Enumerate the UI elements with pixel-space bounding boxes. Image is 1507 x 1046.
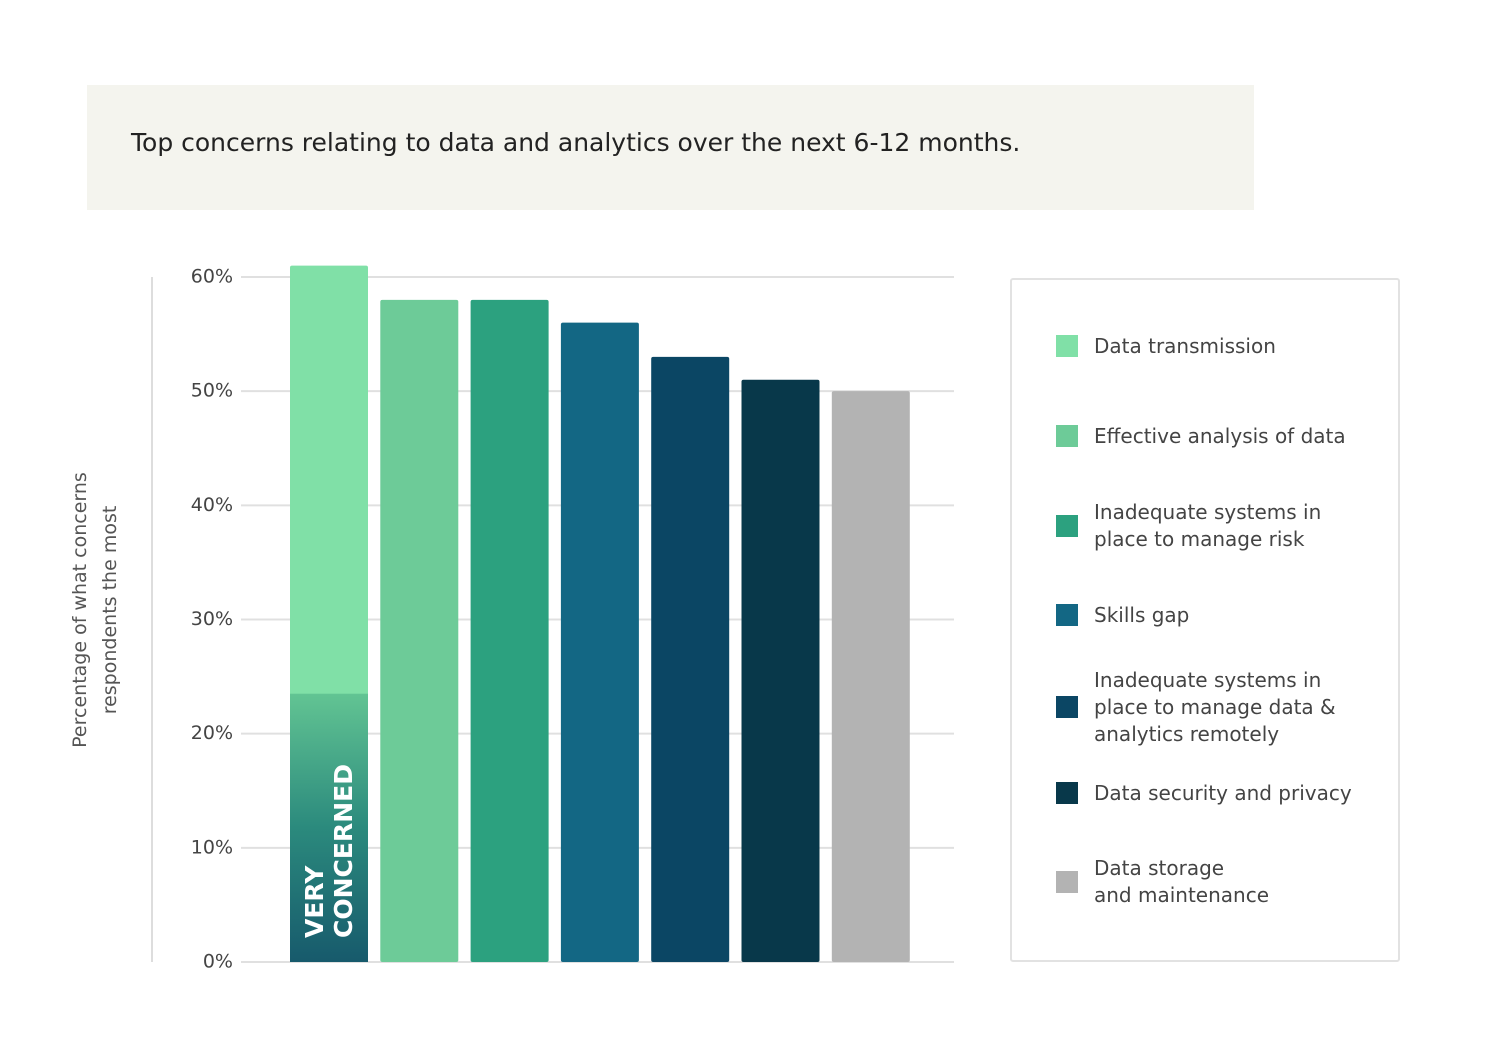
legend-item: Skills gap — [1056, 575, 1386, 655]
y-tick-label: 40% — [191, 494, 233, 516]
y-tick-label: 10% — [191, 836, 233, 858]
legend-label: Effective analysis of data — [1094, 423, 1346, 448]
y-tick-label: 50% — [191, 380, 233, 402]
legend: Data transmission Effective analysis of d… — [1010, 278, 1400, 962]
legend-item: Data transmission — [1056, 306, 1386, 386]
chart: 0% 10% 20% 30% 40% 50% 60% — [151, 266, 954, 973]
legend-label: Skills gap — [1094, 602, 1190, 627]
legend-label: Data storage and maintenance — [1094, 856, 1270, 907]
y-tick-label: 20% — [191, 722, 233, 744]
title-box — [87, 85, 1254, 210]
very-concerned-label: VERY CONCERNED — [300, 763, 358, 938]
legend-label: Data transmission — [1094, 333, 1276, 358]
legend-swatch — [1056, 604, 1078, 626]
y-tick-label: 60% — [191, 266, 233, 288]
chart-title: Top concerns relating to data and analyt… — [131, 128, 1021, 157]
legend-swatch — [1056, 515, 1078, 537]
y-tick-label: 30% — [191, 608, 233, 630]
y-tick-label: 0% — [203, 951, 233, 973]
bar — [470, 299, 549, 962]
legend-swatch — [1056, 425, 1078, 447]
y-axis-label: Percentage of what concerns respondents … — [69, 472, 121, 748]
legend-item: Inadequate systems in place to manage ri… — [1056, 486, 1386, 566]
bar — [651, 356, 730, 963]
legend-item: Data security and privacy — [1056, 753, 1386, 833]
bar — [831, 391, 910, 963]
bar — [380, 299, 459, 962]
legend-label: Data security and privacy — [1094, 780, 1352, 805]
legend-label: Inadequate systems in place to manage da… — [1094, 667, 1336, 746]
legend-swatch — [1056, 335, 1078, 357]
bar — [560, 322, 639, 963]
very-concerned-segment — [290, 693, 368, 962]
legend-swatch — [1056, 782, 1078, 804]
legend-swatch — [1056, 871, 1078, 893]
legend-item: Effective analysis of data — [1056, 396, 1386, 476]
legend-item: Inadequate systems in place to manage da… — [1056, 667, 1386, 747]
legend-label: Inadequate systems in place to manage ri… — [1094, 500, 1322, 551]
legend-item: Data storage and maintenance — [1056, 842, 1386, 922]
legend-swatch — [1056, 696, 1078, 718]
bar — [741, 379, 820, 962]
